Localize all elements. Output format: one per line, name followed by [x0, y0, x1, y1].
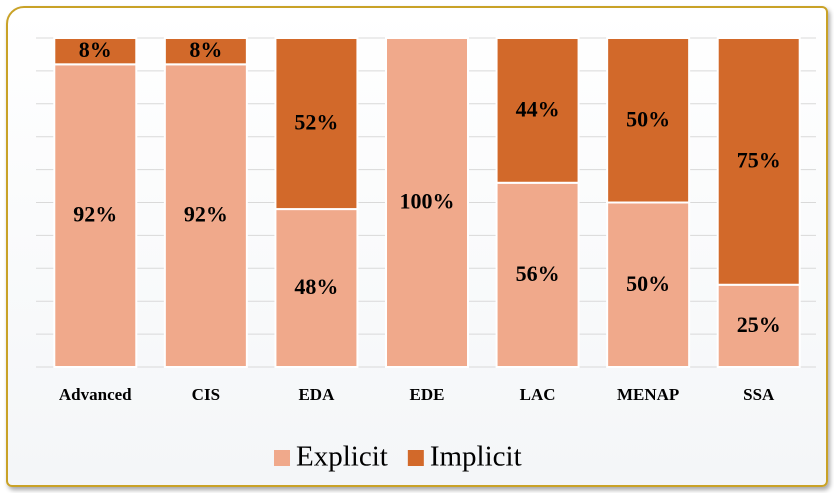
data-label: 52%	[294, 110, 338, 135]
bar-segment	[606, 201, 691, 368]
legend-label: Implicit	[430, 441, 522, 473]
x-tick-label: MENAP	[617, 385, 679, 404]
x-tick-label: CIS	[192, 385, 220, 404]
bar-segment	[495, 181, 580, 368]
x-tick-label: SSA	[743, 385, 775, 404]
bar-segment	[274, 37, 359, 211]
x-tick-label: Advanced	[59, 385, 132, 404]
bar-segment	[163, 63, 248, 368]
data-label: 92%	[73, 202, 117, 227]
bar-segment	[53, 63, 138, 368]
x-tick-label: EDE	[410, 385, 445, 404]
bar-segment	[606, 37, 691, 204]
legend-swatch	[407, 450, 424, 466]
bar-segment	[716, 283, 801, 368]
data-label: 75%	[737, 147, 781, 172]
data-label: 8%	[79, 37, 112, 62]
data-label: 8%	[189, 37, 222, 62]
data-label: 92%	[184, 202, 228, 227]
data-label: 50%	[626, 271, 670, 296]
data-label: 50%	[626, 106, 670, 131]
bar-segment	[385, 37, 469, 368]
bar-segment	[716, 37, 801, 286]
bar-segment	[163, 37, 248, 66]
bar-segment	[495, 37, 580, 184]
bar-segment	[53, 37, 138, 66]
data-label: 44%	[516, 96, 560, 121]
data-label: 25%	[737, 312, 781, 337]
legend-label: Explicit	[296, 441, 388, 473]
data-label: 56%	[516, 261, 560, 286]
data-label: 48%	[294, 274, 338, 299]
x-tick-label: EDA	[298, 385, 335, 404]
legend-swatch	[274, 450, 290, 466]
x-tick-label: LAC	[520, 385, 556, 404]
data-label: 100%	[400, 189, 455, 214]
